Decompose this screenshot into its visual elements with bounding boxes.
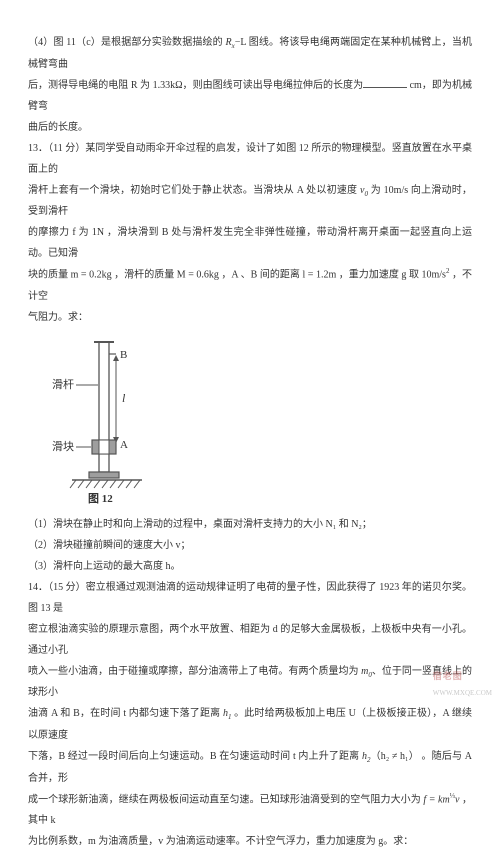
t: 曲后的长度。 xyxy=(28,122,88,133)
q13-sub2: （2）滑块碰撞前瞬间的速度大小 v； xyxy=(28,535,472,556)
t: 后，测得导电绳的电阻 R 为 1.33kΩ，则由图线可读出导电绳拉伸后的长度为 xyxy=(28,80,363,91)
q13-sub3: （3）滑杆向上运动的最大高度 h。 xyxy=(28,556,472,577)
svg-text:l: l xyxy=(122,391,126,405)
t: 滑杆上套有一个滑块，初始时它们处于静止状态。当滑块从 A 处以初速度 xyxy=(28,185,360,196)
svg-text:图 12: 图 12 xyxy=(88,492,113,505)
watermark-url: WWW.MXQE.COM xyxy=(433,686,492,701)
fk: f = k xyxy=(423,794,442,805)
q13-sub1: （1）滑块在静止时和向上滑动的过程中，桌面对滑杆支持力的大小 N₁ 和 N₂； xyxy=(28,514,472,535)
q14-p6: 成一个球形新油滴，继续在两极板间运动直至匀速。已知球形油滴受到的空气阻力大小为 … xyxy=(28,789,472,831)
figure-12-svg: B A l 滑杆 xyxy=(42,336,162,506)
t: 油滴 A 和 B，在时间 t 内都匀速下落了距离 xyxy=(28,708,223,719)
svg-text:A: A xyxy=(120,439,128,451)
svg-text:B: B xyxy=(120,349,127,361)
q13-p5: 气阻力。求： xyxy=(28,307,472,328)
q14-p1: 14．（15 分）密立根通过观测油滴的运动规律证明了电荷的量子性，因此获得了 1… xyxy=(28,577,472,619)
t: 成一个球形新油滴，继续在两极板间运动直至匀速。已知球形油滴受到的空气阻力大小为 xyxy=(28,794,423,805)
label-bar: 滑杆 xyxy=(52,377,74,391)
q14-p4: 油滴 A 和 B，在时间 t 内都匀速下落了距离 h1 。此时给两极板加上电压 … xyxy=(28,703,472,746)
fm: m xyxy=(443,794,450,805)
figure-12: B A l 滑杆 xyxy=(42,336,162,506)
q12-4-line3: 曲后的长度。 xyxy=(28,117,472,138)
q12-4-line1: （4）图 11（c）是根据部分实验数据描绘的 Rx−L 图线。将该导电绳两端固定… xyxy=(28,32,472,75)
label-block: 滑块 xyxy=(52,440,74,453)
t: 喷入一些小油滴，由于碰撞或摩擦，部分油滴带上了电荷。有两个质量均为 xyxy=(28,666,361,677)
q14-p7: 为比例系数，m 为油滴质量，v 为油滴运动速率。不计空气浮力，重力加速度为 g。… xyxy=(28,831,472,852)
q14-p3: 喷入一些小油滴，由于碰撞或摩擦，部分油滴带上了电荷。有两个质量均为 m0、位于同… xyxy=(28,661,472,704)
neq: （h₂ ≠ h₁） xyxy=(370,751,418,762)
watermark-logo: 宿老图 xyxy=(433,667,492,686)
t: 下落，B 经过一段时间后向上匀速运动。B 在匀速运动时间 t 内上升了距离 xyxy=(28,751,362,762)
q13-p3: 的摩擦力 f 为 1N ，滑块滑到 B 处与滑杆发生完全非弹性碰撞，带动滑杆离开… xyxy=(28,222,472,264)
fill-blank[interactable] xyxy=(363,78,407,88)
q14-p5: 下落，B 经过一段时间后向上匀速运动。B 在匀速运动时间 t 内上升了距离 h2… xyxy=(28,746,472,789)
t: 块的质量 m = 0.2kg ，滑杆的质量 M = 0.6kg ，A 、B 间的… xyxy=(28,270,446,281)
watermark: 宿老图 WWW.MXQE.COM xyxy=(433,667,492,701)
q13-p2: 滑杆上套有一个滑块，初始时它们处于静止状态。当滑块从 A 处以初速度 v0 为 … xyxy=(28,180,472,223)
t: （4）图 11（c）是根据部分实验数据描绘的 xyxy=(28,37,225,48)
q14-p2: 密立根油滴实验的原理示意图，两个水平放置、相距为 d 的足够大金属极板，上极板中… xyxy=(28,619,472,661)
q13-p1: 13．（11 分）某同学受自动雨伞开伞过程的启发，设计了如图 12 所示的物理模… xyxy=(28,138,472,180)
q13-p4: 块的质量 m = 0.2kg ，滑杆的质量 M = 0.6kg ，A 、B 间的… xyxy=(28,264,472,306)
q12-4-line2: 后，测得导电绳的电阻 R 为 1.33kΩ，则由图线可读出导电绳拉伸后的长度为 … xyxy=(28,75,472,117)
